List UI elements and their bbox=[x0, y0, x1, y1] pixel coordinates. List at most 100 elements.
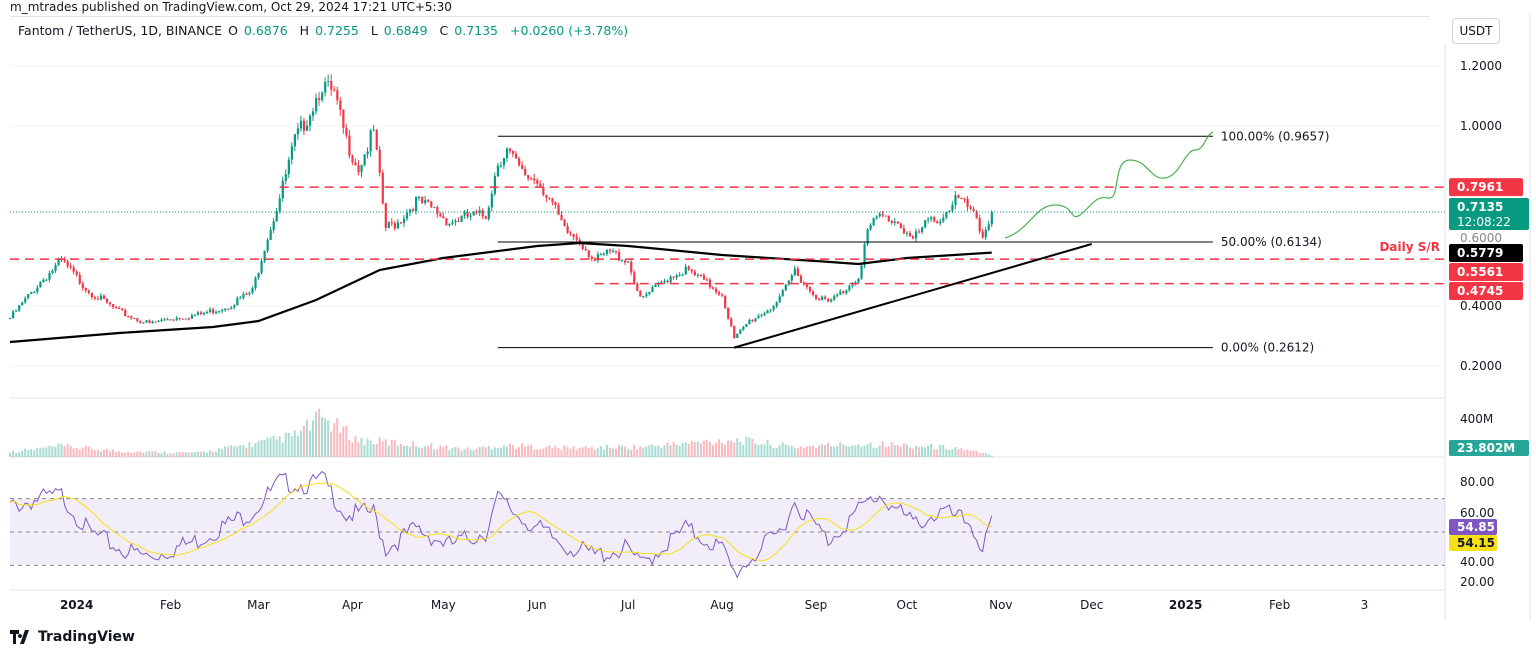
volume-bar bbox=[942, 444, 945, 457]
volume-bar bbox=[660, 448, 663, 457]
candle-body bbox=[521, 165, 524, 169]
tradingview-logo[interactable]: TradingView bbox=[10, 629, 135, 645]
time-tick-label: May bbox=[431, 598, 456, 612]
candle-body bbox=[21, 302, 24, 306]
candle-body bbox=[981, 231, 984, 238]
candle-body bbox=[69, 266, 72, 268]
volume-bar bbox=[305, 419, 308, 457]
volume-bar bbox=[212, 451, 215, 457]
volume-bar bbox=[66, 443, 69, 457]
volume-bar bbox=[184, 452, 187, 457]
candle-body bbox=[536, 180, 539, 184]
volume-bar bbox=[484, 447, 487, 457]
candle-body bbox=[590, 256, 593, 260]
volume-bar bbox=[924, 447, 927, 457]
rsi-ma-value-label: 54.15 bbox=[1457, 536, 1495, 550]
volume-bar bbox=[360, 437, 363, 457]
candle-body bbox=[121, 308, 124, 311]
volume-bar bbox=[908, 447, 911, 457]
volume-bar bbox=[324, 418, 327, 457]
candle-body bbox=[436, 207, 439, 214]
candle-body bbox=[293, 134, 297, 147]
volume-bar bbox=[369, 440, 372, 457]
candle-body bbox=[660, 282, 663, 284]
candle-body bbox=[721, 294, 724, 296]
candle-body bbox=[354, 162, 357, 166]
candle-body bbox=[911, 236, 915, 239]
candle-body bbox=[363, 154, 366, 166]
currency-button[interactable]: USDT bbox=[1452, 18, 1500, 44]
candle-body bbox=[839, 291, 842, 295]
volume-bar bbox=[163, 451, 166, 457]
volume-bar bbox=[457, 447, 460, 457]
volume-bar bbox=[863, 445, 866, 457]
last-price-label-bg bbox=[1449, 198, 1529, 230]
price-tick-label: 0.6000 bbox=[1460, 231, 1502, 245]
volume-bar bbox=[357, 442, 360, 457]
volume-bar bbox=[981, 452, 984, 457]
candle-body bbox=[105, 298, 109, 303]
candle-body bbox=[154, 321, 157, 323]
candle-body bbox=[299, 120, 303, 129]
volume-bar bbox=[345, 425, 348, 457]
candle-body bbox=[369, 130, 372, 152]
candle-body bbox=[348, 135, 351, 156]
candle-body bbox=[869, 225, 872, 230]
candle-body bbox=[808, 286, 812, 292]
candle-body bbox=[399, 222, 403, 224]
candle-body bbox=[624, 260, 627, 263]
candle-body bbox=[663, 280, 666, 283]
volume-bar bbox=[824, 444, 827, 457]
volume-bar bbox=[714, 442, 717, 457]
volume-bar bbox=[245, 448, 248, 457]
volume-bar bbox=[742, 445, 745, 457]
candle-body bbox=[90, 293, 94, 298]
symbol-title[interactable]: Fantom / TetherUS, 1D, BINANCE bbox=[18, 23, 223, 38]
candle-body bbox=[739, 329, 742, 334]
candle-body bbox=[118, 307, 121, 309]
price-tick-label: 1.2000 bbox=[1460, 59, 1502, 73]
candle-body bbox=[490, 193, 493, 208]
candle-body bbox=[172, 319, 175, 321]
volume-bar bbox=[36, 447, 39, 457]
volume-bar bbox=[805, 446, 808, 457]
volume-value-label-bg bbox=[1449, 440, 1529, 456]
time-tick-label: Sep bbox=[805, 598, 828, 612]
volume-bar bbox=[18, 452, 21, 457]
volume-bar bbox=[42, 447, 45, 457]
candle-body bbox=[551, 198, 554, 203]
volume-bar bbox=[721, 442, 724, 457]
volume-bar bbox=[351, 442, 354, 457]
volume-bar bbox=[333, 423, 336, 457]
volume-bar bbox=[705, 439, 708, 457]
volume-bar bbox=[921, 446, 924, 457]
volume-bar bbox=[530, 444, 533, 457]
candle-body bbox=[339, 100, 342, 110]
candle-body bbox=[884, 215, 887, 217]
symbol-legend: Fantom / TetherUS, 1D, BINANCE O 0.6876 H… bbox=[10, 16, 1430, 44]
candle-body bbox=[375, 129, 378, 150]
volume-bar bbox=[260, 440, 263, 457]
volume-bar bbox=[590, 446, 593, 457]
candle-body bbox=[633, 272, 636, 284]
volume-bar bbox=[978, 452, 981, 457]
volume-bar bbox=[336, 418, 339, 457]
candle-body bbox=[763, 313, 766, 316]
candle-body bbox=[184, 318, 187, 320]
candle-body bbox=[333, 89, 336, 91]
support-price-label-bg bbox=[1449, 263, 1523, 281]
candle-body bbox=[278, 198, 281, 212]
volume-bar bbox=[515, 449, 518, 457]
candle-body bbox=[87, 290, 90, 294]
candle-body bbox=[502, 157, 506, 166]
candle-body bbox=[736, 333, 739, 338]
candle-body bbox=[572, 234, 575, 237]
volume-bar bbox=[227, 446, 230, 457]
volume-bar bbox=[490, 449, 493, 457]
candle-body bbox=[54, 264, 57, 271]
volume-bar bbox=[160, 453, 163, 457]
last-price-label-countdown: 12:08:22 bbox=[1457, 215, 1511, 229]
volume-bar bbox=[621, 445, 624, 457]
candle-body bbox=[542, 187, 545, 195]
